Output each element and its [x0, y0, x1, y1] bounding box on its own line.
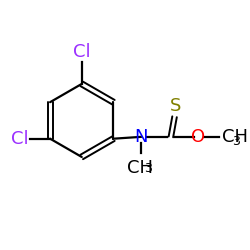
Text: S: S: [170, 97, 181, 115]
Text: CH: CH: [222, 128, 248, 146]
Text: O: O: [191, 128, 205, 146]
Text: N: N: [134, 128, 147, 146]
Text: 3: 3: [144, 162, 152, 174]
Text: Cl: Cl: [12, 130, 29, 148]
Text: 3: 3: [232, 135, 240, 148]
Text: CH: CH: [127, 159, 153, 177]
Text: Cl: Cl: [73, 43, 90, 61]
